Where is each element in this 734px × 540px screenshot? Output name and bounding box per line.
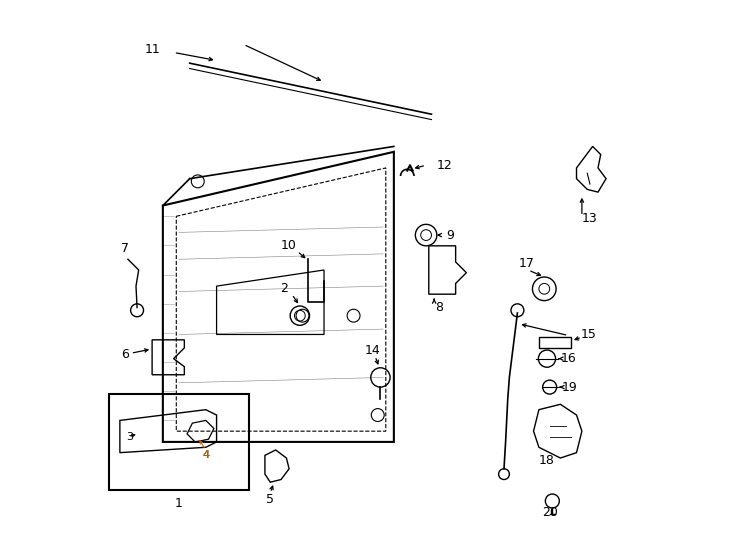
- Text: 13: 13: [582, 212, 597, 226]
- Text: 4: 4: [203, 450, 209, 460]
- Text: 8: 8: [435, 301, 443, 314]
- Text: 4: 4: [203, 450, 209, 460]
- Text: 3: 3: [126, 431, 133, 442]
- Text: 1: 1: [175, 497, 183, 510]
- Text: 18: 18: [539, 454, 555, 467]
- Text: 2: 2: [280, 282, 288, 295]
- Text: 9: 9: [446, 228, 454, 241]
- Text: 20: 20: [542, 507, 558, 519]
- Text: 14: 14: [365, 344, 380, 357]
- Text: 17: 17: [519, 257, 535, 270]
- Text: 12: 12: [437, 159, 453, 172]
- Text: 15: 15: [581, 328, 596, 341]
- Text: 7: 7: [121, 242, 129, 255]
- Text: 11: 11: [145, 43, 160, 56]
- Text: 6: 6: [121, 348, 129, 361]
- Text: 5: 5: [266, 494, 275, 507]
- Text: 16: 16: [561, 352, 577, 365]
- Text: 10: 10: [281, 239, 297, 252]
- Text: 19: 19: [562, 381, 578, 394]
